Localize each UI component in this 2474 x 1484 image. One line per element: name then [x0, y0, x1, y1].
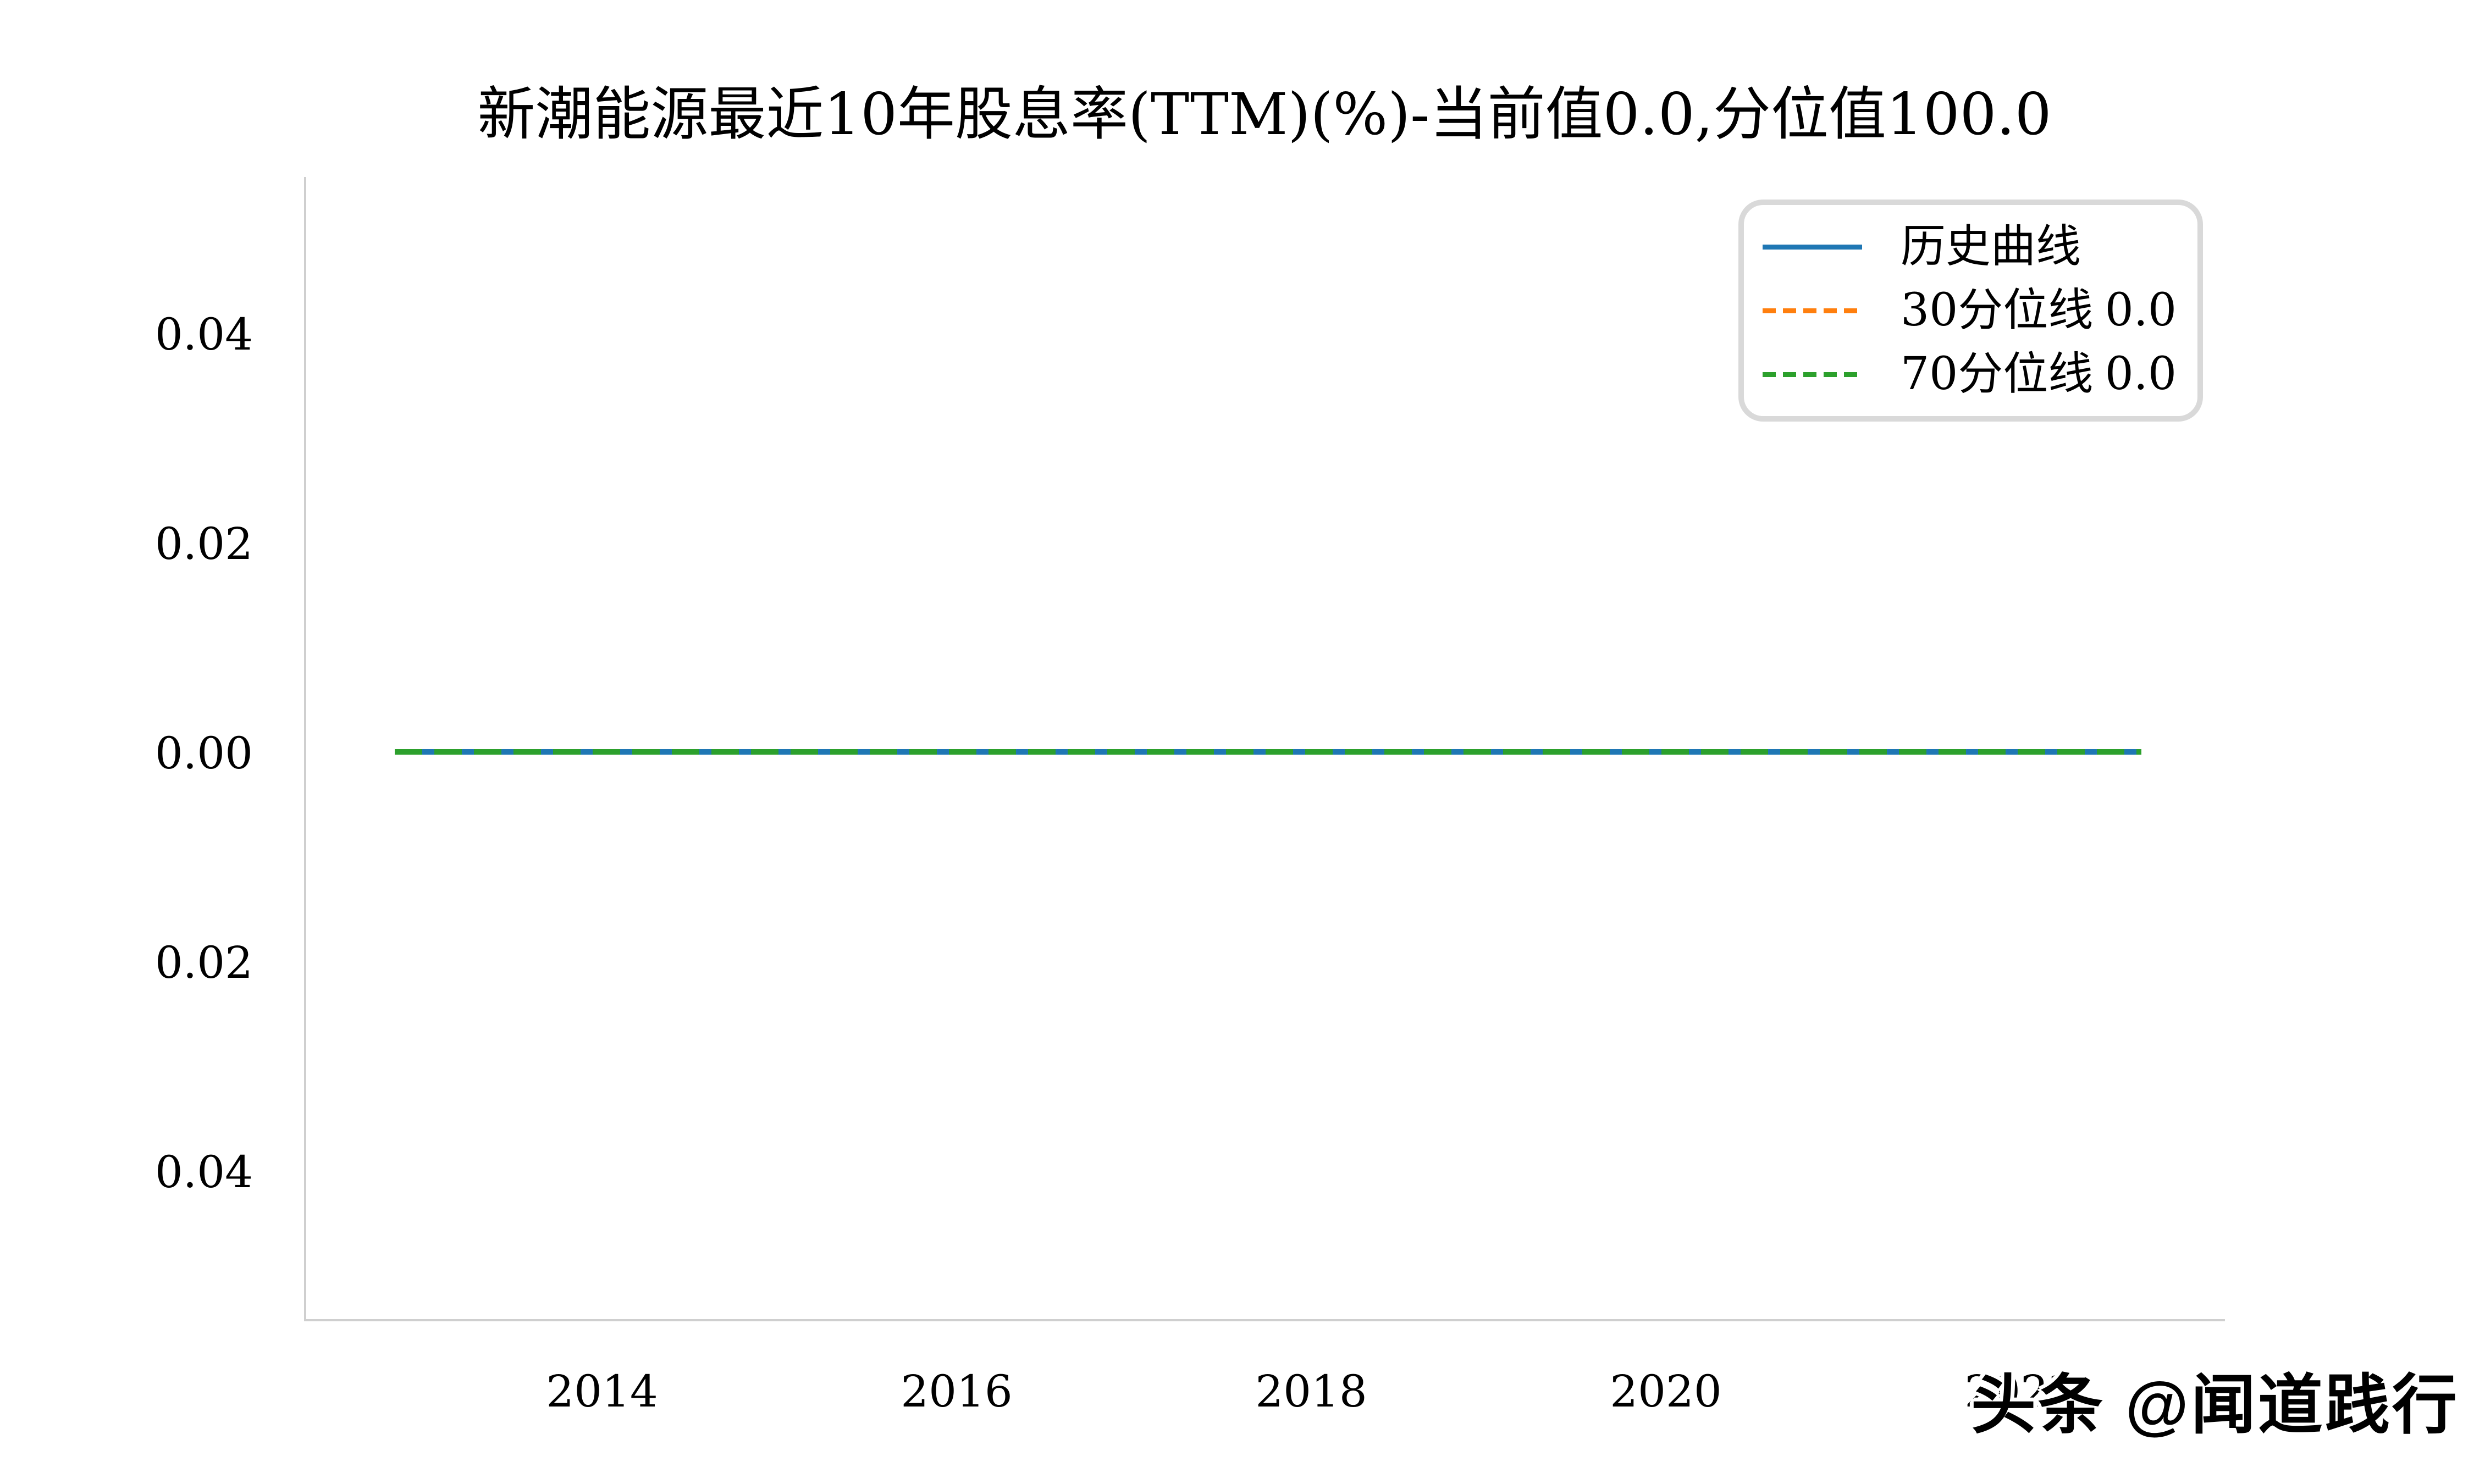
legend-value: 0.0 [2105, 284, 2177, 336]
x-tick-label: 2022 [1964, 1366, 2077, 1417]
y-tick-label: 0.02 [154, 518, 253, 569]
legend-label: 70分位线 [1901, 348, 2094, 400]
y-tick-label: 0.04 [154, 1147, 253, 1198]
legend-item-p70: 70分位线 0.0 [1763, 344, 2182, 405]
x-tick-label: 2016 [901, 1366, 1013, 1417]
legend-label: 历史曲线 [1901, 220, 2081, 273]
legend-item-history: 历史曲线 [1763, 217, 2182, 277]
chart-title: 新潮能源最近10年股息率(TTM)(%)-当前值0.0,分位值100.0 [477, 81, 2052, 148]
history-line-sample-icon [1763, 244, 1862, 250]
p70-dashed-line-sample-icon [1763, 372, 1862, 377]
legend-box: 历史曲线 30分位线 0.0 70分位线 0.0 [1738, 200, 2203, 422]
watermark: 头条 @闻道践行 [1971, 1369, 2459, 1442]
x-tick-label: 2020 [1610, 1366, 1722, 1417]
legend-item-p30: 30分位线 0.0 [1763, 280, 2182, 341]
x-axis-spine [304, 1319, 2225, 1321]
legend-label: 30分位线 [1901, 284, 2094, 336]
y-axis-spine [304, 177, 306, 1321]
history-line [395, 749, 2141, 755]
legend-value: 0.0 [2105, 348, 2177, 400]
p30-dashed-line-sample-icon [1763, 308, 1862, 313]
x-tick-label: 2014 [546, 1366, 658, 1417]
y-tick-label: 0.00 [154, 728, 253, 779]
y-tick-label: 0.04 [154, 309, 253, 360]
y-tick-label: 0.02 [154, 937, 253, 988]
percentile70-line [395, 749, 2141, 755]
x-tick-label: 2018 [1255, 1366, 1367, 1417]
